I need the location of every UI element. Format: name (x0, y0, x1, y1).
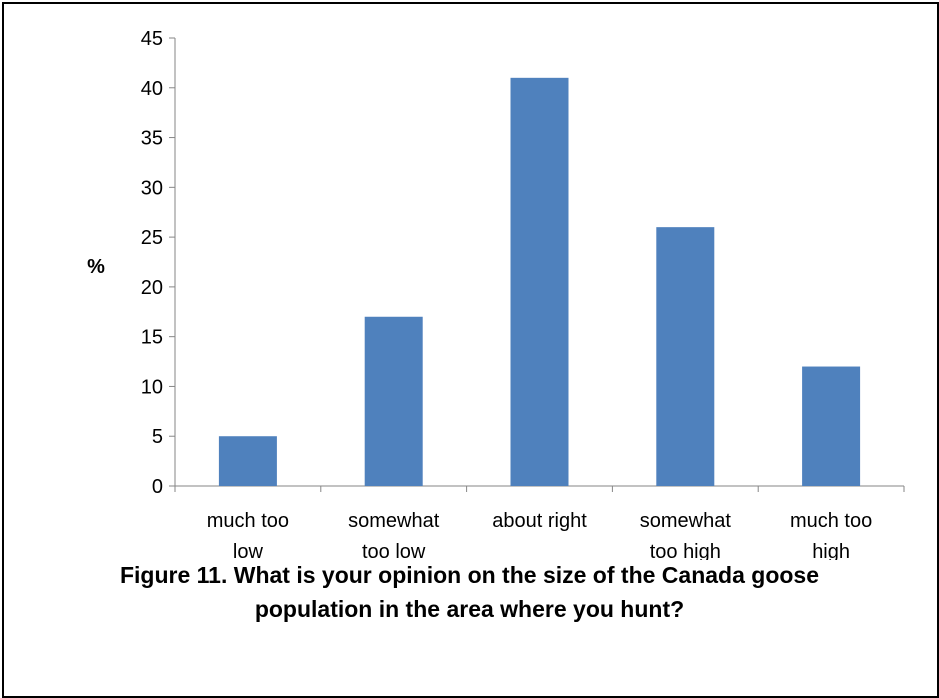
bar (802, 366, 861, 486)
x-tick-label-line: low (233, 541, 264, 560)
y-tick-label: 10 (141, 376, 163, 398)
figure-caption: Figure 11. What is your opinion on the s… (0, 558, 939, 626)
x-tick-label-line: much too (207, 510, 289, 532)
x-tick-label-line: too low (362, 541, 426, 560)
x-tick-label-line: somewhat (348, 510, 440, 532)
y-tick-label: 20 (141, 277, 163, 299)
caption-line-1: Figure 11. What is your opinion on the s… (119, 562, 820, 588)
x-tick-label: somewhat too low (348, 510, 440, 560)
bar (218, 436, 277, 486)
bar-chart: 0 5 10 15 20 25 30 35 40 45% much too low somewhat to… (87, 28, 905, 560)
y-axis-label: % (87, 256, 105, 278)
bar (364, 316, 423, 486)
y-tick-label: 5 (152, 426, 163, 448)
x-tick-label: somewhat too high (640, 510, 732, 560)
y-tick-label: 0 (152, 476, 163, 498)
x-tick-label-line: somewhat (640, 510, 732, 532)
bar (510, 77, 569, 487)
x-tick-label: much too high (790, 510, 872, 560)
x-tick-label-line: too high (650, 541, 721, 560)
x-tick-label-line: much too (790, 510, 872, 532)
y-tick-label: 30 (141, 177, 163, 199)
y-tick-label: 45 (141, 28, 163, 50)
x-tick-label: about right (492, 510, 587, 532)
y-tick-label: 40 (141, 78, 163, 100)
x-tick-label-line: high (812, 541, 850, 560)
y-tick-label: 25 (141, 227, 163, 249)
x-tick-label: much too low (207, 510, 289, 560)
x-tick-label-line: about right (492, 510, 587, 532)
caption-line-2: population in the area where you hunt? (254, 596, 685, 622)
y-tick-label: 35 (141, 128, 163, 150)
bar (656, 227, 715, 486)
y-tick-label: 15 (141, 327, 163, 349)
